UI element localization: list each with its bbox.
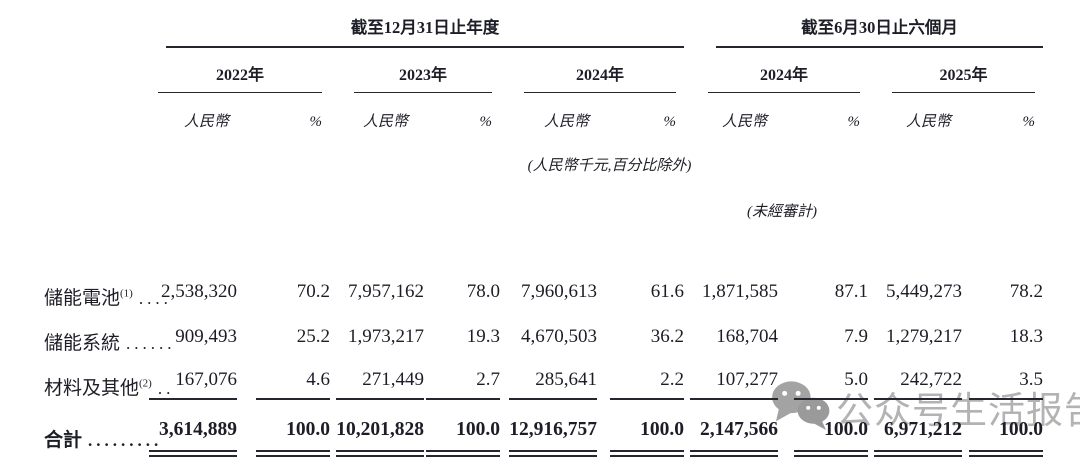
total-value: 100.0 bbox=[781, 400, 874, 457]
subheader-rmb: 人民幣 bbox=[722, 114, 768, 130]
row-label: 材料及其他(2).. bbox=[44, 377, 175, 399]
unaudited-note: (未經審計) bbox=[747, 204, 818, 220]
cell-value: 1,973,217 bbox=[348, 326, 424, 347]
cell-value: 19.3 bbox=[466, 326, 500, 347]
subheader-pct: % bbox=[847, 114, 861, 130]
total-value: 3,614,889 bbox=[140, 400, 243, 457]
table-row-battery: 儲能電池(1).... 2,538,320 70.2 7,957,162 78.… bbox=[0, 265, 1049, 310]
cell-value: 3.5 bbox=[965, 355, 1049, 400]
period-group-annual: 截至12月31日止年度 bbox=[140, 0, 690, 48]
cell-value: 7,957,162 bbox=[348, 281, 424, 302]
year-2025-interim: 2025年 bbox=[874, 48, 1049, 93]
subheader-pct: % bbox=[479, 114, 493, 130]
cell-value: 4,670,503 bbox=[521, 326, 597, 347]
row-label: 儲能電池(1).... bbox=[44, 287, 172, 309]
year-2022: 2022年 bbox=[140, 48, 336, 93]
cell-value: 7.9 bbox=[844, 326, 869, 347]
cell-value: 107,277 bbox=[690, 355, 781, 400]
cell-value: 78.2 bbox=[1009, 281, 1044, 302]
total-value: 12,916,757 bbox=[506, 400, 603, 457]
subheader-rmb: 人民幣 bbox=[906, 114, 952, 130]
total-value: 100.0 bbox=[965, 400, 1049, 457]
table-row-system: 儲能系統...... 909,493 25.2 1,973,217 19.3 4… bbox=[0, 310, 1049, 355]
cell-value: 271,449 bbox=[336, 355, 424, 400]
revenue-breakdown-table: 截至12月31日止年度 截至6月30日止六個月 2022年 2023年 2024… bbox=[0, 0, 1049, 457]
subheader-pct: % bbox=[663, 114, 677, 130]
unaudited-note-row: (未經審計) bbox=[0, 183, 1049, 229]
period-group-annual-label: 截至12月31日止年度 bbox=[166, 14, 685, 48]
total-value: 2,147,566 bbox=[690, 400, 781, 457]
cell-value: 242,722 bbox=[874, 355, 965, 400]
cell-value: 168,704 bbox=[716, 326, 779, 347]
units-note-row: (人民幣千元,百分比除外) bbox=[0, 141, 1049, 183]
cell-value: 2.2 bbox=[603, 355, 690, 400]
row-label: 儲能系統...... bbox=[44, 333, 176, 354]
total-value: 100.0 bbox=[243, 400, 336, 457]
cell-value: 909,493 bbox=[175, 326, 237, 347]
subheader-rmb: 人民幣 bbox=[362, 114, 408, 130]
spacer-row bbox=[0, 229, 1049, 265]
table-row-total: 合計......... 3,614,889 100.0 10,201,828 1… bbox=[0, 400, 1049, 457]
units-note: (人民幣千元,百分比除外) bbox=[527, 158, 692, 174]
total-label: 合計......... bbox=[44, 430, 163, 451]
subheader-pct: % bbox=[1022, 114, 1036, 130]
wechat-icon bbox=[770, 378, 832, 435]
period-group-header-row: 截至12月31日止年度 截至6月30日止六個月 bbox=[0, 0, 1049, 48]
cell-value: 167,076 bbox=[140, 355, 243, 400]
year-2024: 2024年 bbox=[506, 48, 690, 93]
subheader-row: 人民幣 % 人民幣 % 人民幣 % 人民幣 % 人民幣 % bbox=[0, 93, 1049, 141]
cell-value: 36.2 bbox=[650, 326, 685, 347]
cell-value: 2.7 bbox=[422, 355, 506, 400]
cell-value: 18.3 bbox=[1009, 326, 1044, 347]
cell-value: 1,279,217 bbox=[886, 326, 963, 347]
subheader-rmb: 人民幣 bbox=[183, 114, 229, 130]
cell-value: 4.6 bbox=[243, 355, 336, 400]
table-row-materials: 材料及其他(2).. 167,076 4.6 271,449 2.7 285,6… bbox=[0, 355, 1049, 400]
year-2023: 2023年 bbox=[336, 48, 506, 93]
subheader-pct: % bbox=[309, 114, 323, 130]
total-value: 6,971,212 bbox=[874, 400, 965, 457]
cell-value: 2,538,320 bbox=[161, 281, 237, 302]
cell-value: 61.6 bbox=[650, 281, 685, 302]
cell-value: 285,641 bbox=[506, 355, 603, 400]
period-group-interim-label: 截至6月30日止六個月 bbox=[716, 14, 1044, 48]
year-2024-interim: 2024年 bbox=[690, 48, 874, 93]
watermark-text: 公众号生活报告 bbox=[836, 390, 1080, 432]
cell-value: 1,871,585 bbox=[702, 281, 779, 302]
period-group-interim: 截至6月30日止六個月 bbox=[690, 0, 1049, 48]
year-header-row: 2022年 2023年 2024年 2024年 2025年 bbox=[0, 48, 1049, 93]
watermark: 公众号生活报告 bbox=[770, 378, 1080, 435]
total-value: 10,201,828 bbox=[336, 400, 424, 457]
cell-value: 25.2 bbox=[296, 326, 330, 347]
cell-value: 7,960,613 bbox=[521, 281, 597, 302]
cell-value: 5.0 bbox=[781, 355, 874, 400]
subheader-rmb: 人民幣 bbox=[543, 114, 589, 130]
cell-value: 70.2 bbox=[296, 281, 330, 302]
total-value: 100.0 bbox=[422, 400, 506, 457]
cell-value: 78.0 bbox=[466, 281, 500, 302]
cell-value: 87.1 bbox=[834, 281, 869, 302]
total-value: 100.0 bbox=[603, 400, 690, 457]
cell-value: 5,449,273 bbox=[886, 281, 963, 302]
